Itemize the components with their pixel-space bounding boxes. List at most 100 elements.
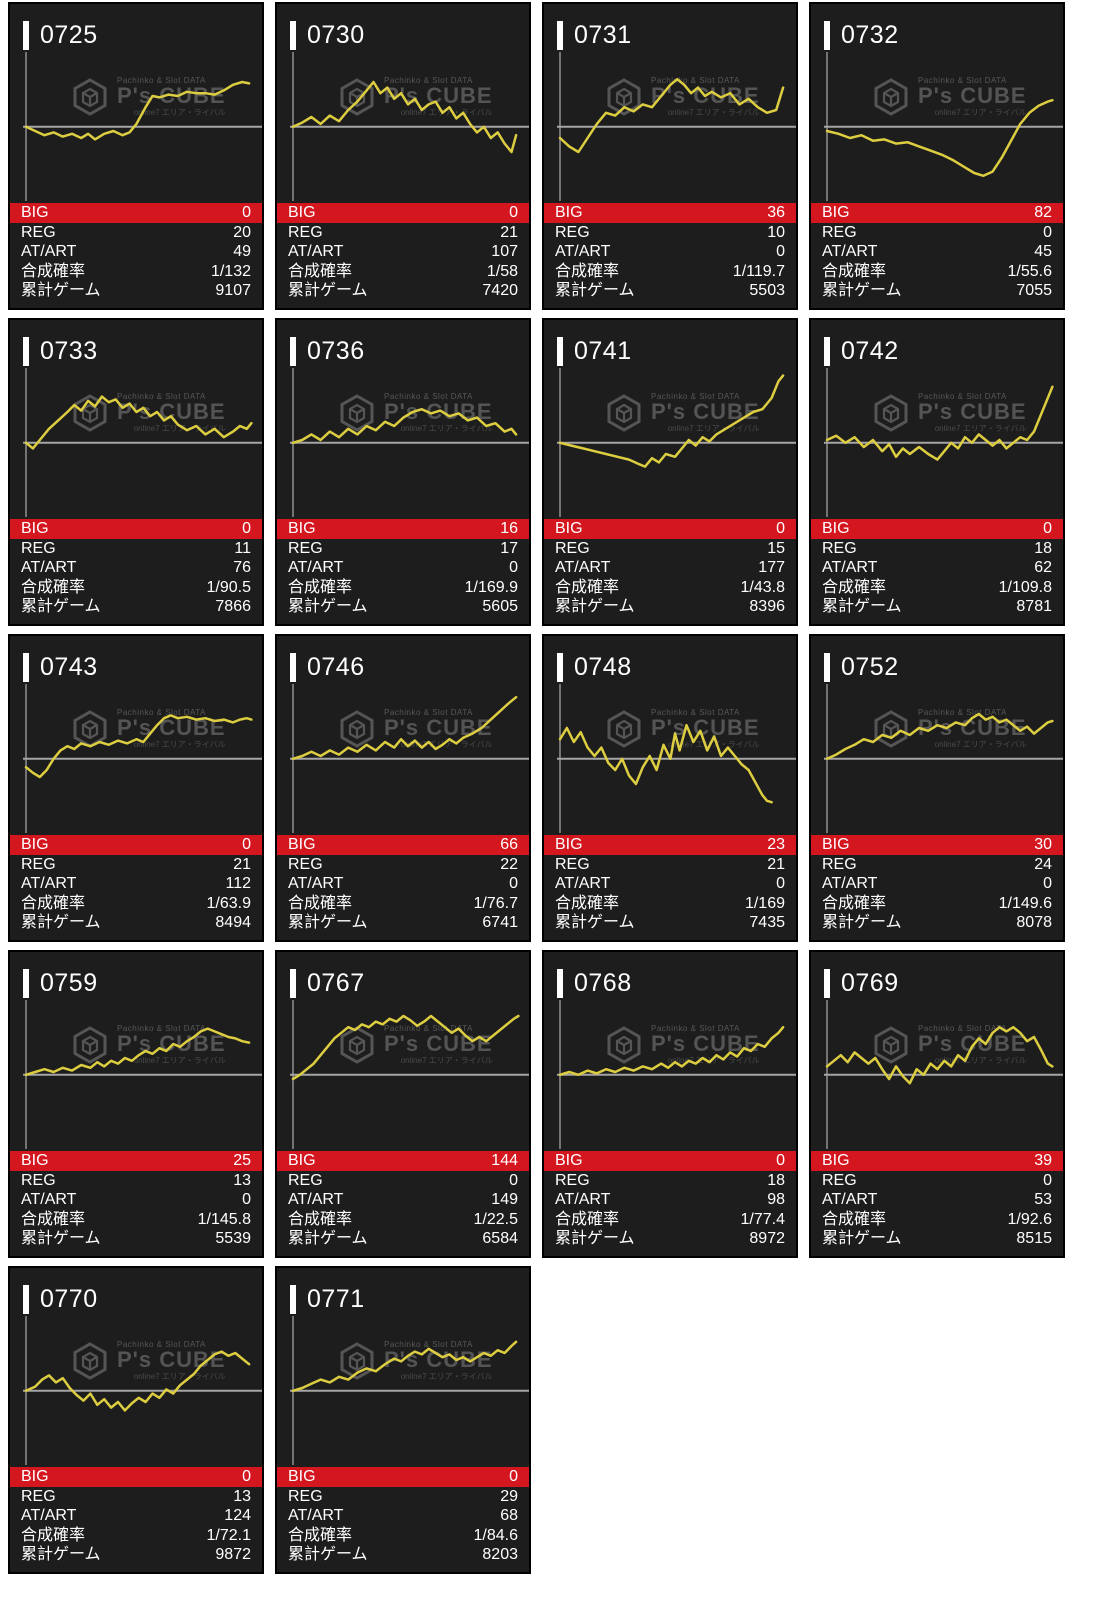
at-art-label: AT/ART [822,559,878,577]
slump-graph-svg [290,52,529,201]
stats-table: BIG 66 REG 22 AT/ART 0 合成確率 1/76.7 累計ゲーム… [277,835,529,933]
at-art-value: 0 [776,875,785,893]
stat-row-big: BIG 0 [544,1151,796,1171]
slump-chart: Pachinko & Slot DATA P's CUBE online7 エリ… [544,998,796,1150]
at-art-value: 0 [242,1191,251,1209]
total-games-label: 累計ゲーム [555,598,635,616]
stat-row-big: BIG 39 [811,1151,1063,1171]
reg-label: REG [21,223,56,241]
big-label: BIG [555,1152,583,1170]
stat-row-at-art: AT/ART 0 [811,874,1063,894]
at-art-label: AT/ART [288,1507,344,1525]
stat-row-total-games: 累計ゲーム 9107 [10,281,262,301]
total-games-value: 8515 [1016,1230,1052,1248]
machine-card[interactable]: 0759 Pachinko & Slot DATA P's CUBE onlin… [8,950,264,1258]
slump-graph-svg [557,368,796,517]
header-accent-bar [824,968,830,998]
stat-row-at-art: AT/ART 68 [277,1506,529,1526]
machine-card[interactable]: 0725 Pachinko & Slot DATA P's CUBE onlin… [8,2,264,310]
machine-card[interactable]: 0732 Pachinko & Slot DATA P's CUBE onlin… [809,2,1065,310]
at-art-label: AT/ART [288,875,344,893]
combined-rate-label: 合成確率 [21,262,86,280]
machine-number: 0731 [574,20,632,49]
big-label: BIG [21,520,49,538]
stat-row-reg: REG 15 [544,539,796,559]
total-games-value: 7435 [749,914,785,932]
reg-label: REG [21,855,56,873]
machine-card[interactable]: 0742 Pachinko & Slot DATA P's CUBE onlin… [809,318,1065,626]
total-games-label: 累計ゲーム [288,598,368,616]
stats-table: BIG 0 REG 11 AT/ART 76 合成確率 1/90.5 累計ゲーム… [10,519,262,617]
stat-row-reg: REG 13 [10,1171,262,1191]
big-label: BIG [288,520,316,538]
stat-row-combined-rate: 合成確率 1/169.9 [277,578,529,598]
machine-header: 0759 [10,952,262,998]
at-art-value: 53 [1034,1191,1052,1209]
stats-table: BIG 39 REG 0 AT/ART 53 合成確率 1/92.6 累計ゲーム… [811,1151,1063,1249]
total-games-value: 6741 [482,914,518,932]
machine-number: 0759 [40,968,98,997]
at-art-label: AT/ART [288,1191,344,1209]
stat-row-at-art: AT/ART 0 [544,242,796,262]
big-value: 0 [242,836,251,854]
header-accent-bar [290,336,296,366]
machine-card[interactable]: 0771 Pachinko & Slot DATA P's CUBE onlin… [275,1266,531,1574]
stat-row-at-art: AT/ART 62 [811,558,1063,578]
stats-table: BIG 16 REG 17 AT/ART 0 合成確率 1/169.9 累計ゲー… [277,519,529,617]
big-value: 39 [1034,1152,1052,1170]
total-games-value: 5605 [482,598,518,616]
header-accent-bar [290,968,296,998]
big-label: BIG [21,1468,49,1486]
stat-row-combined-rate: 合成確率 1/22.5 [277,1210,529,1230]
stats-table: BIG 0 REG 29 AT/ART 68 合成確率 1/84.6 累計ゲーム… [277,1467,529,1565]
stat-row-total-games: 累計ゲーム 7435 [544,913,796,933]
machine-card[interactable]: 0769 Pachinko & Slot DATA P's CUBE onlin… [809,950,1065,1258]
machine-card[interactable]: 0741 Pachinko & Slot DATA P's CUBE onlin… [542,318,798,626]
stat-row-at-art: AT/ART 53 [811,1190,1063,1210]
at-art-label: AT/ART [21,243,77,261]
stat-row-total-games: 累計ゲーム 8494 [10,913,262,933]
stat-row-reg: REG 0 [811,223,1063,243]
combined-rate-label: 合成確率 [822,1210,887,1228]
machine-card[interactable]: 0767 Pachinko & Slot DATA P's CUBE onlin… [275,950,531,1258]
machine-card[interactable]: 0730 Pachinko & Slot DATA P's CUBE onlin… [275,2,531,310]
machine-card[interactable]: 0768 Pachinko & Slot DATA P's CUBE onlin… [542,950,798,1258]
slump-graph-svg [290,368,529,517]
machine-card[interactable]: 0733 Pachinko & Slot DATA P's CUBE onlin… [8,318,264,626]
machine-card[interactable]: 0746 Pachinko & Slot DATA P's CUBE onlin… [275,634,531,942]
at-art-value: 68 [500,1507,518,1525]
machine-number: 0746 [307,652,365,681]
slump-graph-svg [557,684,796,833]
stats-table: BIG 30 REG 24 AT/ART 0 合成確率 1/149.6 累計ゲー… [811,835,1063,933]
reg-value: 20 [233,223,251,241]
reg-value: 11 [234,539,251,557]
machine-card[interactable]: 0752 Pachinko & Slot DATA P's CUBE onlin… [809,634,1065,942]
stats-table: BIG 0 REG 18 AT/ART 98 合成確率 1/77.4 累計ゲーム… [544,1151,796,1249]
total-games-value: 9872 [215,1546,251,1564]
machine-card[interactable]: 0736 Pachinko & Slot DATA P's CUBE onlin… [275,318,531,626]
machine-number: 0743 [40,652,98,681]
stat-row-reg: REG 20 [10,223,262,243]
stat-row-reg: REG 13 [10,1487,262,1507]
stat-row-reg: REG 18 [544,1171,796,1191]
reg-value: 18 [1034,539,1052,557]
stats-table: BIG 144 REG 0 AT/ART 149 合成確率 1/22.5 累計ゲ… [277,1151,529,1249]
stat-row-reg: REG 0 [811,1171,1063,1191]
machine-card[interactable]: 0770 Pachinko & Slot DATA P's CUBE onlin… [8,1266,264,1574]
stat-row-combined-rate: 合成確率 1/149.6 [811,894,1063,914]
machine-card[interactable]: 0743 Pachinko & Slot DATA P's CUBE onlin… [8,634,264,942]
big-value: 66 [500,836,518,854]
machine-card[interactable]: 0748 Pachinko & Slot DATA P's CUBE onlin… [542,634,798,942]
stats-table: BIG 23 REG 21 AT/ART 0 合成確率 1/169 累計ゲーム … [544,835,796,933]
total-games-value: 8781 [1016,598,1052,616]
stat-row-at-art: AT/ART 0 [277,874,529,894]
stats-table: BIG 0 REG 18 AT/ART 62 合成確率 1/109.8 累計ゲー… [811,519,1063,617]
total-games-label: 累計ゲーム [21,598,101,616]
machine-card[interactable]: 0731 Pachinko & Slot DATA P's CUBE onlin… [542,2,798,310]
at-art-label: AT/ART [555,243,611,261]
slump-graph-svg [824,52,1063,201]
at-art-value: 112 [225,875,251,893]
reg-value: 0 [1043,1171,1052,1189]
big-label: BIG [555,836,583,854]
machine-number: 0730 [307,20,365,49]
